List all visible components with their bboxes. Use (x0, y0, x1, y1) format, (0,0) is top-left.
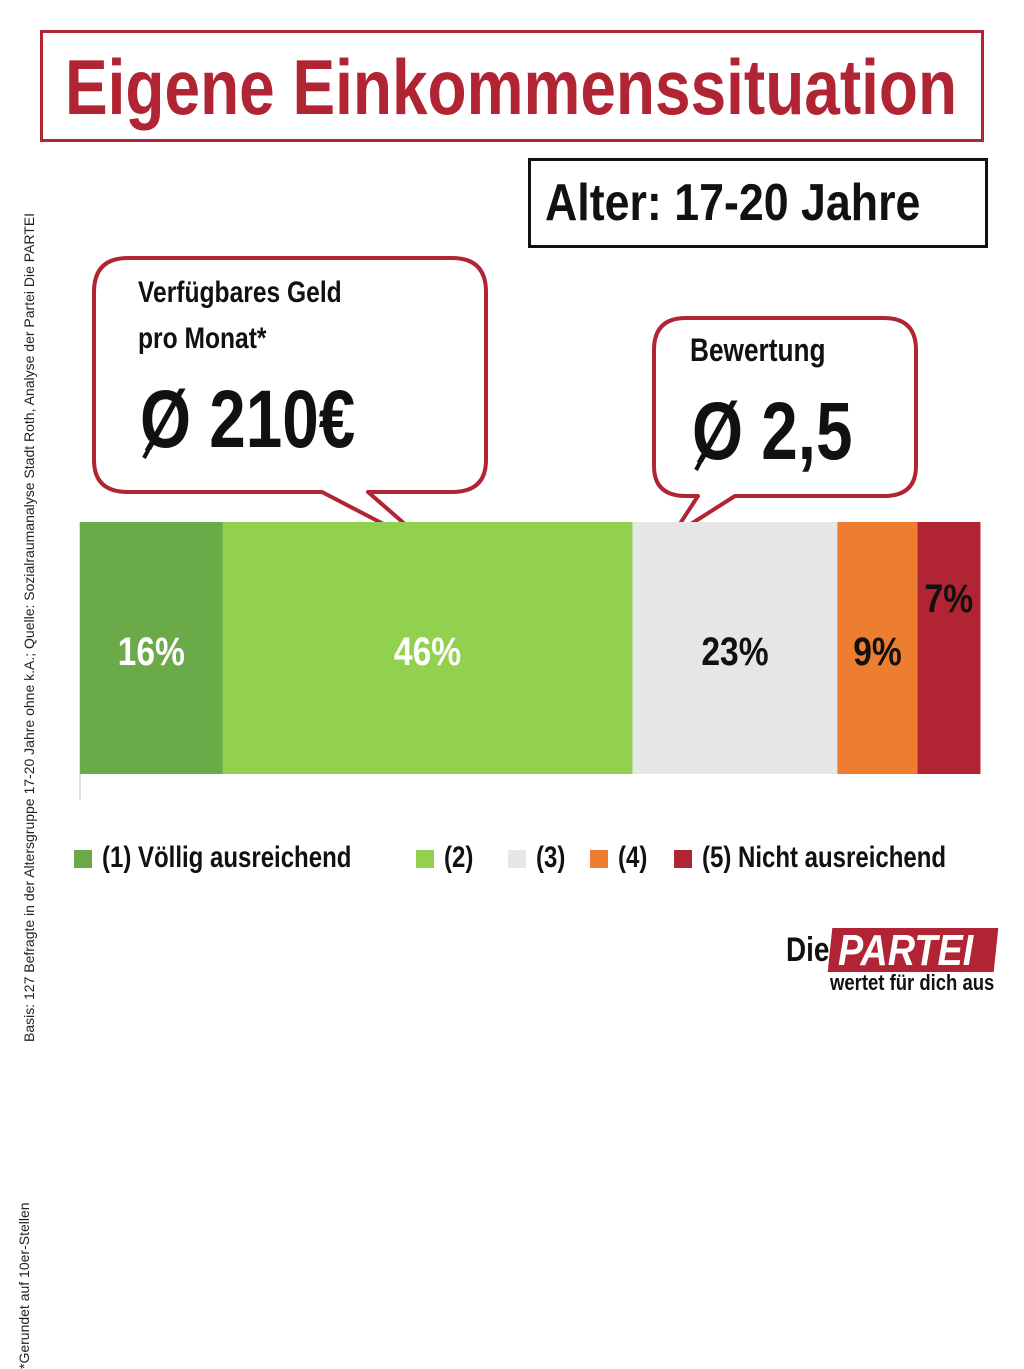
legend-label: (1) Völlig ausreichend (102, 841, 352, 874)
money-bubble-label-line1: Verfügbares Geld (138, 276, 342, 309)
bar-value-label: 9% (853, 629, 902, 673)
logo-tagline: wertet für dich aus (830, 970, 995, 995)
legend-swatch (674, 850, 692, 868)
bar-value-label: 23% (701, 629, 768, 673)
chart-title: Eigene Einkommenssituation (65, 43, 958, 131)
logo-die-text: Die (786, 931, 830, 969)
stacked-bar-chart: 16% 46% 23% 9% 7% (79, 522, 981, 800)
age-group-label: Alter: 17-20 Jahre (545, 174, 921, 232)
money-bubble-label-line2: pro Monat* (138, 322, 267, 355)
rating-bubble-shape (652, 316, 918, 538)
age-group-box: Alter: 17-20 Jahre (528, 158, 988, 248)
bar-value-label: 7% (925, 576, 974, 620)
legend-label: (2) (444, 841, 474, 874)
bar-value-label: 16% (118, 629, 185, 673)
rounding-footnote: *Gerundet auf 10er-Stellen (16, 1202, 32, 1369)
legend-swatch (416, 850, 434, 868)
legend-label: (3) (536, 841, 566, 874)
title-box: Eigene Einkommenssituation (40, 30, 984, 142)
bar-value-label: 46% (394, 629, 461, 673)
bar-segment (632, 522, 838, 774)
bar-segment (917, 522, 981, 774)
legend-label: (5) Nicht ausreichend (702, 841, 947, 874)
legend-label: (4) (618, 841, 648, 874)
bar-group: 16% 46% 23% 9% 7% (80, 522, 981, 774)
bar-segment (222, 522, 633, 774)
legend-swatch (508, 850, 526, 868)
bar-segment (837, 522, 919, 774)
rating-bubble-value: Ø 2,5 (692, 386, 853, 477)
die-partei-logo: Die PARTEI wertet für dich aus (786, 926, 999, 996)
legend-swatch (74, 850, 92, 868)
legend-swatch (590, 850, 608, 868)
logo-partei-text: PARTEI (838, 926, 974, 975)
money-bubble-value: Ø 210€ (140, 374, 356, 465)
bar-segment (80, 522, 224, 774)
rating-bubble-label: Bewertung (690, 332, 826, 368)
speech-bubbles (92, 256, 918, 554)
